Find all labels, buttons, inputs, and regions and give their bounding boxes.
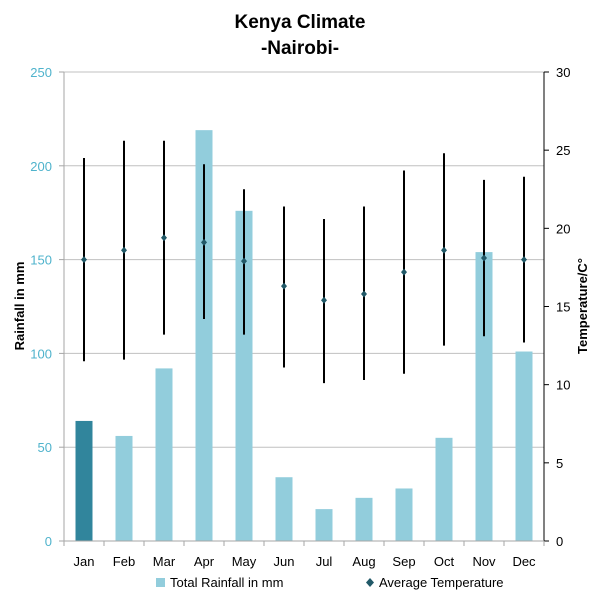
x-axis-ticks: Jan Feb Mar Apr May Jun Jul Aug Sep Oct Nov Dec <box>74 554 537 569</box>
rainfall-bar-aug <box>355 497 373 541</box>
y-tick-label: 100 <box>30 346 52 361</box>
temperature-range-bars <box>83 140 525 384</box>
y-tick-label: 50 <box>38 440 52 455</box>
x-tick-label-dec: Dec <box>512 554 536 569</box>
rainfall-bars <box>75 130 533 541</box>
y-tick-label: 150 <box>30 253 52 268</box>
y-tick-label: 0 <box>45 534 52 549</box>
chart-title: Kenya Climate <box>235 12 366 33</box>
temperature-point-mar <box>161 234 167 242</box>
legend-rainfall-label: Total Rainfall in mm <box>170 575 283 590</box>
x-tick-label-apr: Apr <box>194 554 215 569</box>
temperature-markers <box>81 234 527 304</box>
temperature-point-sep <box>401 268 407 276</box>
y2-tick-label: 5 <box>556 456 563 471</box>
legend-temperature-marker <box>366 578 374 587</box>
y-axis-title: Rainfall in mm <box>12 262 27 351</box>
y2-axis-title: Temperature/C° <box>575 258 590 354</box>
y-tick-label: 250 <box>30 65 52 80</box>
rainfall-bar-sep <box>395 488 413 541</box>
legend: Total Rainfall in mm Average Temperature <box>156 575 504 590</box>
chart-subtitle: -Nairobi- <box>261 38 339 59</box>
y-tick-label: 200 <box>30 159 52 174</box>
y2-tick-label: 0 <box>556 534 563 549</box>
temperature-point-oct <box>441 246 447 254</box>
rainfall-bar-apr <box>195 130 213 541</box>
rainfall-bar-jun <box>275 477 293 541</box>
x-tick-label-jul: Jul <box>316 554 333 569</box>
temperature-point-jul <box>321 296 327 304</box>
temperature-point-jun <box>281 282 287 290</box>
x-tick-label-feb: Feb <box>113 554 135 569</box>
legend-rainfall-swatch <box>156 578 165 587</box>
y2-tick-label: 25 <box>556 143 570 158</box>
temperature-point-aug <box>361 290 367 298</box>
x-tick-label-aug: Aug <box>352 554 375 569</box>
x-tick-label-may: May <box>232 554 257 569</box>
rainfall-bar-feb <box>115 435 133 541</box>
temperature-point-feb <box>121 246 127 254</box>
x-tick-label-oct: Oct <box>434 554 455 569</box>
y2-tick-label: 20 <box>556 221 570 236</box>
x-tick-label-nov: Nov <box>472 554 496 569</box>
rainfall-bar-jul <box>315 509 333 541</box>
temperature-point-jan <box>81 256 87 264</box>
rainfall-bar-jan <box>75 420 93 541</box>
temperature-point-nov <box>481 254 487 262</box>
y2-tick-label: 30 <box>556 65 570 80</box>
right-axis-ticks: 0 5 10 15 20 25 30 <box>556 65 570 549</box>
temperature-point-dec <box>521 256 527 264</box>
temperature-point-may <box>241 257 247 265</box>
rainfall-bar-may <box>235 210 253 541</box>
gridlines <box>64 71 544 448</box>
x-tick-label-sep: Sep <box>392 554 415 569</box>
left-axis-ticks: 0 50 100 150 200 250 <box>30 65 52 549</box>
legend-temperature-label: Average Temperature <box>379 575 504 590</box>
y2-tick-label: 10 <box>556 378 570 393</box>
rainfall-bar-oct <box>435 437 453 541</box>
axes <box>59 71 549 546</box>
rainfall-bar-nov <box>475 252 493 541</box>
rainfall-bar-mar <box>155 368 173 541</box>
x-tick-label-jun: Jun <box>274 554 295 569</box>
x-tick-label-jan: Jan <box>74 554 95 569</box>
rainfall-bar-dec <box>515 351 533 541</box>
y2-tick-label: 15 <box>556 300 570 315</box>
x-tick-label-mar: Mar <box>153 554 176 569</box>
temperature-point-apr <box>201 238 207 246</box>
